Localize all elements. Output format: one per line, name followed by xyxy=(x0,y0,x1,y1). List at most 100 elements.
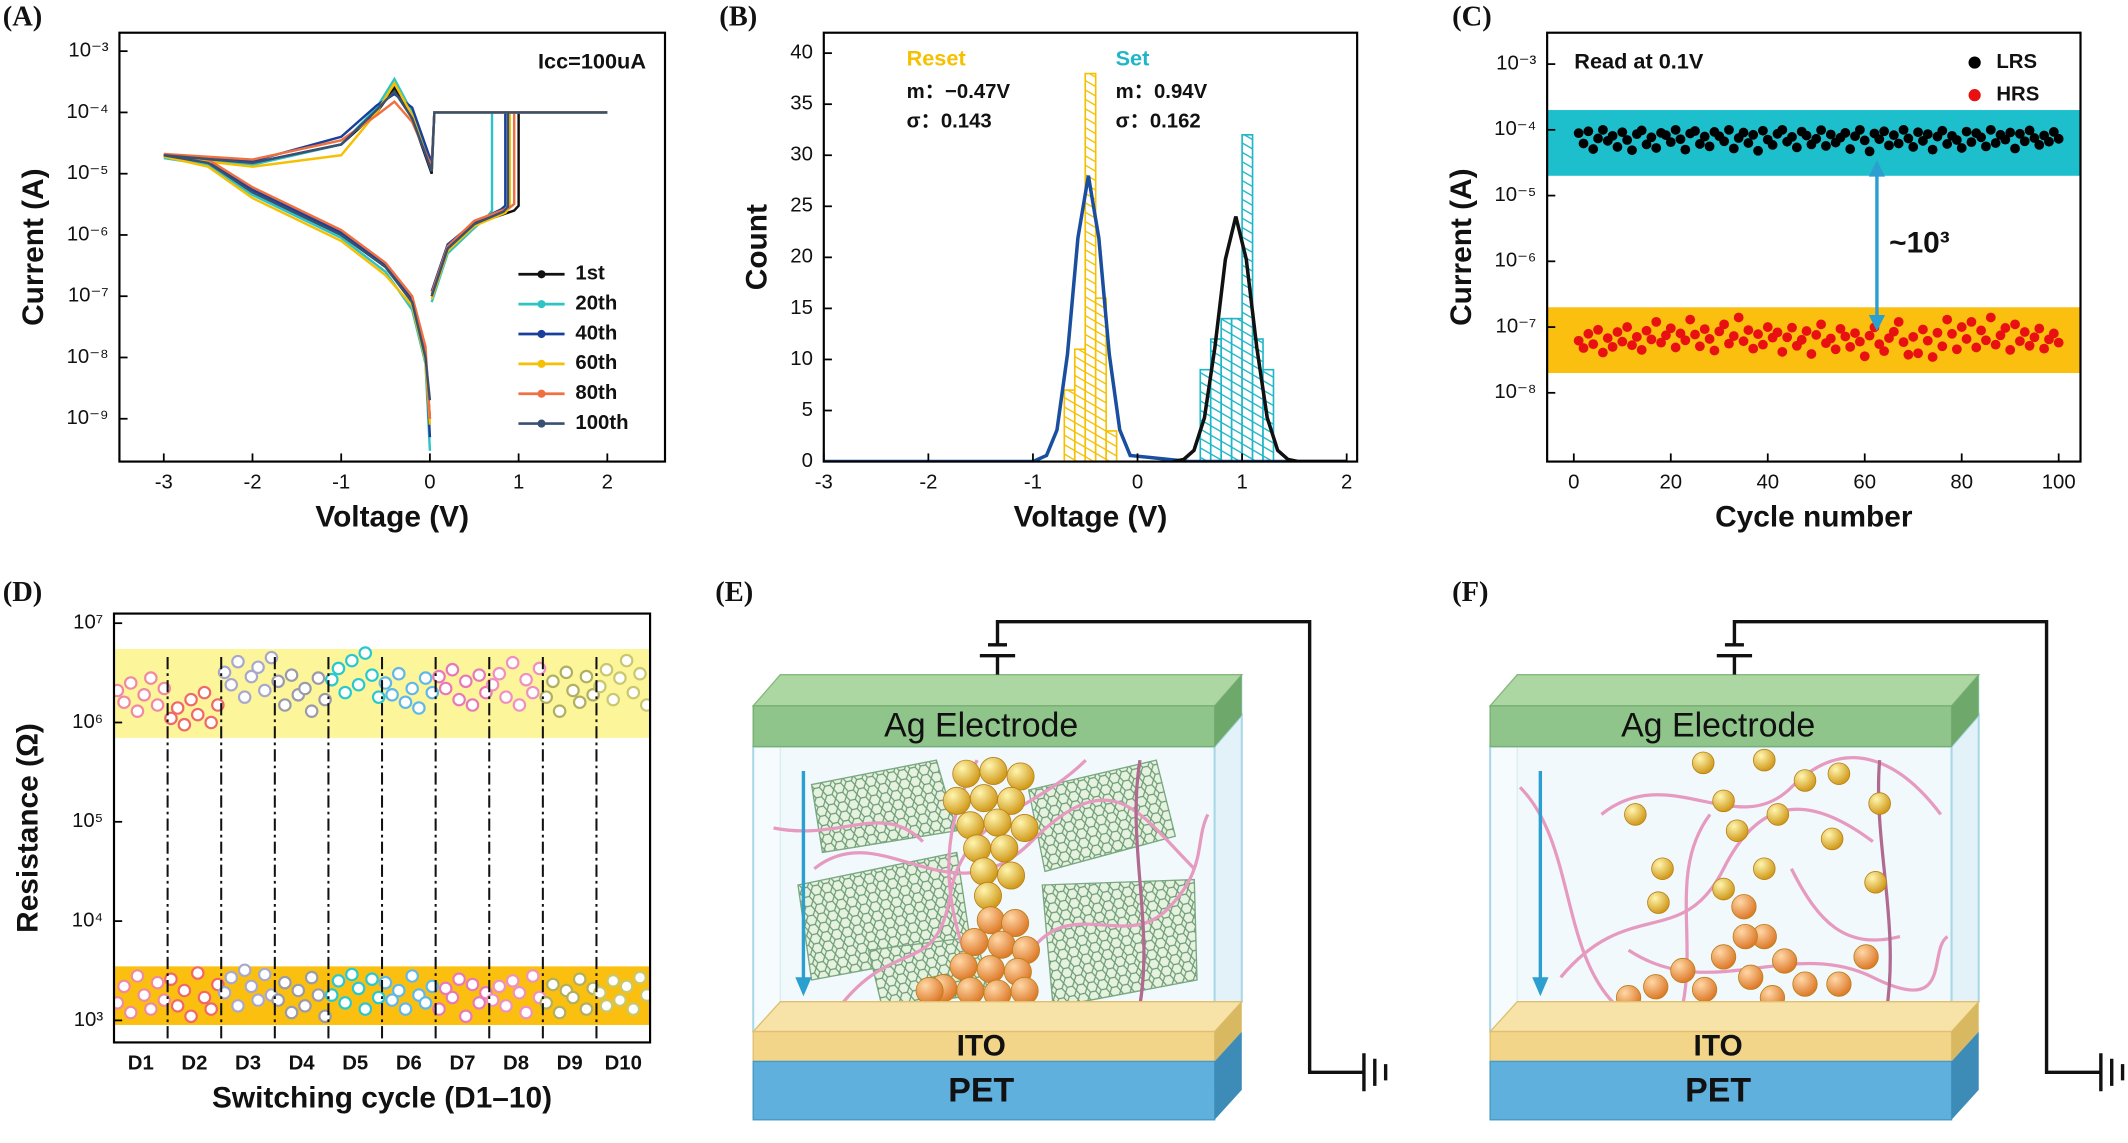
x-tick-label: -3 xyxy=(155,472,173,494)
point xyxy=(1879,346,1890,357)
point xyxy=(1636,344,1647,355)
point xyxy=(257,683,272,698)
point xyxy=(1724,338,1734,349)
y-tick-label: 35 xyxy=(790,93,813,115)
circuit xyxy=(979,620,1388,1092)
point xyxy=(197,990,212,1005)
x-tick-label: D2 xyxy=(181,1053,207,1075)
x-tick-label: -2 xyxy=(919,472,937,494)
point xyxy=(1932,327,1943,338)
point xyxy=(1578,138,1589,149)
point xyxy=(177,717,192,732)
y-tick-label: 10⁻³ xyxy=(1496,52,1536,74)
panel: (D) Switching cycle (D1–10) Resistance (Ω)… xyxy=(3,577,652,1114)
point xyxy=(358,646,373,660)
point xyxy=(512,985,527,1000)
point xyxy=(331,661,346,676)
point xyxy=(1733,312,1744,323)
point xyxy=(1854,336,1865,347)
point xyxy=(1602,333,1613,343)
point xyxy=(1918,324,1928,335)
legend-label: 20th xyxy=(575,293,617,315)
point xyxy=(505,974,520,988)
point xyxy=(1956,322,1967,332)
point xyxy=(633,666,647,681)
point xyxy=(1806,349,1817,359)
point xyxy=(492,979,507,994)
point xyxy=(278,698,292,712)
point xyxy=(144,671,158,685)
statistic: σ：0.162 xyxy=(1116,111,1201,133)
point xyxy=(1791,142,1802,153)
point xyxy=(1922,335,1933,346)
point xyxy=(1990,339,2001,350)
point xyxy=(1801,326,1812,336)
point xyxy=(1612,142,1623,152)
y-tick-label: 25 xyxy=(790,195,813,217)
diagram-e: (E) Ag Electrode ITO PET xyxy=(715,577,1388,1121)
point xyxy=(351,677,366,692)
circuit xyxy=(1716,620,2125,1092)
point xyxy=(1990,138,2001,148)
point xyxy=(1753,145,1763,156)
y-tick-label: 10⁻⁷ xyxy=(68,285,109,307)
point xyxy=(2029,133,2040,143)
point xyxy=(1821,140,1831,151)
point xyxy=(1908,142,1919,152)
y-tick-label: 10⁻⁷ xyxy=(1496,315,1537,337)
point xyxy=(1704,334,1715,344)
x-axis-title: Switching cycle (D1–10) xyxy=(212,1081,552,1114)
point xyxy=(1787,132,1797,142)
point xyxy=(1767,140,1778,150)
point xyxy=(2048,127,2059,137)
point xyxy=(2039,343,2050,354)
point xyxy=(1631,331,1642,342)
panel-label: (B) xyxy=(719,2,757,33)
point xyxy=(231,999,245,1013)
point xyxy=(2005,344,2016,355)
point xyxy=(311,671,326,685)
point xyxy=(1617,127,1628,138)
point xyxy=(459,1009,473,1024)
point xyxy=(1951,344,1962,355)
point xyxy=(1951,135,1962,145)
point xyxy=(1859,135,1870,146)
point xyxy=(237,963,252,978)
point xyxy=(2044,136,2054,147)
point xyxy=(526,685,540,700)
point xyxy=(2024,125,2035,136)
y-tick-label: 5 xyxy=(802,399,813,421)
bar xyxy=(1073,348,1087,462)
legend-label: 40th xyxy=(575,322,617,344)
point xyxy=(1981,141,1991,152)
point xyxy=(1583,328,1594,339)
point xyxy=(1738,127,1749,138)
point xyxy=(1762,322,1773,332)
point xyxy=(1937,125,1948,136)
point xyxy=(1661,330,1671,341)
point xyxy=(1758,339,1768,350)
point xyxy=(170,701,185,715)
point xyxy=(452,692,466,707)
y-tick-label: 10⁻³ xyxy=(68,40,108,62)
field-arrow xyxy=(1532,771,1549,997)
x-axis-title: Voltage (V) xyxy=(1014,500,1168,533)
point xyxy=(633,970,647,985)
point xyxy=(1743,138,1754,148)
point xyxy=(117,695,131,710)
fit-curve xyxy=(823,175,1347,462)
point xyxy=(1598,124,1608,135)
panel-label: (A) xyxy=(3,2,43,33)
point xyxy=(204,1002,218,1016)
y-tick-label: 10⁻⁸ xyxy=(1494,381,1536,403)
point xyxy=(184,692,198,707)
point xyxy=(552,704,567,718)
point xyxy=(412,701,426,715)
point xyxy=(599,999,614,1013)
point xyxy=(579,669,594,684)
point xyxy=(284,668,299,682)
point xyxy=(1598,347,1608,358)
x-tick-label: 0 xyxy=(1568,472,1579,494)
plot-frame xyxy=(118,31,667,463)
point xyxy=(1622,322,1633,332)
